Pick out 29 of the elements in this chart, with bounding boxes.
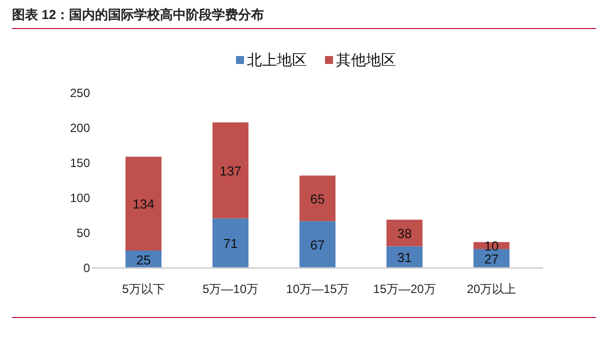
data-label: 31 [397,250,412,266]
bar [300,176,336,222]
y-tick-label: 250 [70,86,90,100]
x-tick-label: 5万—10万 [202,282,259,296]
data-label: 25 [136,252,151,268]
y-tick-label: 50 [76,226,90,240]
data-label: 67 [310,238,325,253]
bar [386,220,422,246]
bar [126,156,162,250]
data-label: 38 [397,226,412,241]
bar [212,218,248,268]
x-tick-label: 10万—15万 [286,282,349,296]
y-tick-label: 100 [70,191,90,205]
data-label: 137 [220,163,242,178]
chart-title: 图表 12：国内的国际学校高中阶段学费分布 [12,6,264,24]
bar [212,122,248,218]
legend-label: 北上地区 [247,52,307,69]
data-label: 65 [310,191,325,206]
y-tick-label: 200 [70,121,90,135]
y-tick-label: 150 [70,156,90,170]
bar [300,221,336,268]
data-label: 27 [484,252,499,267]
x-tick-label: 20万以上 [466,282,516,296]
x-tick-label: 5万以下 [122,282,165,296]
y-tick-label: 0 [83,261,90,275]
data-label: 71 [223,236,238,252]
legend-label: 其他地区 [336,52,396,69]
data-label: 134 [132,196,154,212]
x-tick-label: 15万—20万 [373,282,436,296]
